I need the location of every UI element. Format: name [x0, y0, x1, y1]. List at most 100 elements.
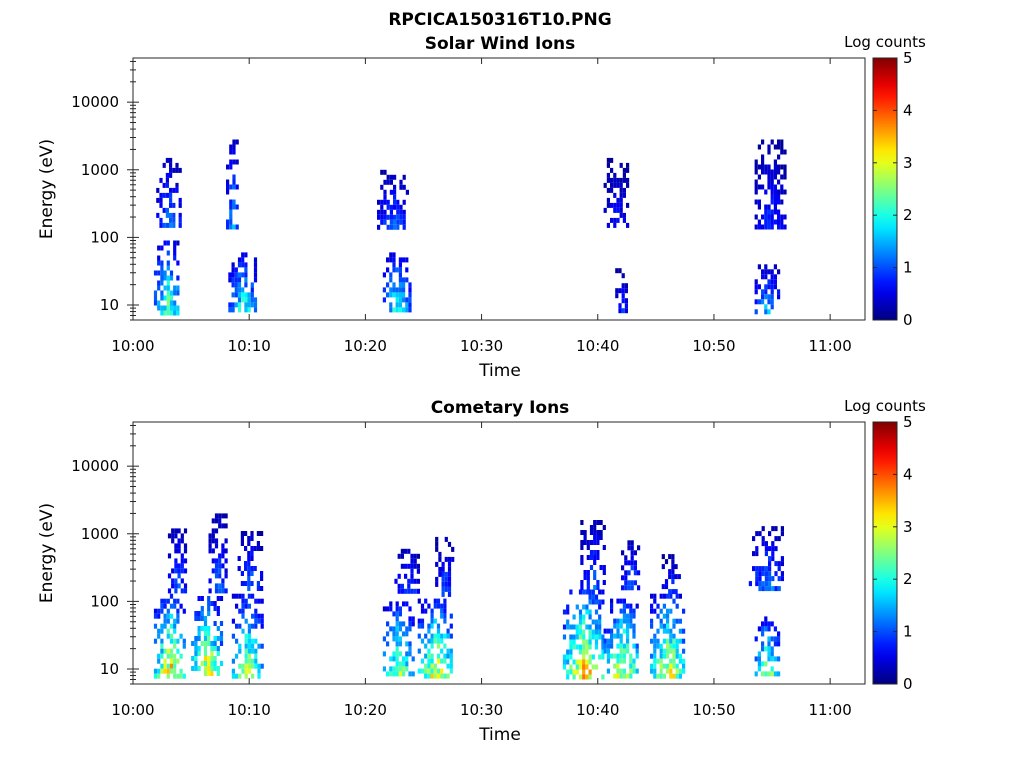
heatmap-cell: [773, 626, 777, 632]
heatmap-cell: [213, 666, 217, 671]
heatmap-cell: [389, 307, 393, 313]
heatmap-cell: [650, 618, 654, 624]
heatmap-cell: [377, 199, 381, 205]
heatmap-cell: [380, 184, 384, 190]
heatmap-cell: [754, 214, 758, 220]
heatmap-cell: [754, 224, 758, 230]
heatmap-cell: [616, 668, 620, 674]
heatmap-cell: [176, 305, 180, 311]
heatmap-cell: [572, 634, 576, 640]
heatmap-cell: [585, 624, 589, 630]
heatmap-cell: [443, 618, 447, 624]
heatmap-cell: [666, 608, 670, 614]
heatmap-cell: [224, 573, 228, 579]
heatmap-cell: [754, 184, 758, 190]
heatmap-cell: [176, 648, 180, 654]
heatmap-cell: [622, 217, 626, 223]
heatmap-cell: [770, 671, 774, 677]
heatmap-cell: [234, 277, 238, 283]
y-tick-label: 100: [90, 228, 119, 246]
heatmap-cell: [569, 639, 573, 645]
heatmap-cell: [666, 643, 670, 649]
heatmap-cell: [582, 619, 586, 625]
heatmap-cell: [606, 202, 610, 208]
heatmap-cell: [662, 648, 666, 654]
heatmap-cell: [627, 540, 631, 546]
heatmap-cell: [396, 214, 400, 220]
heatmap-cell: [176, 673, 180, 679]
heatmap-cell: [582, 649, 586, 655]
heatmap-cell: [253, 257, 258, 263]
heatmap-cell: [398, 651, 402, 657]
heatmap-cell: [764, 646, 768, 652]
heatmap-cell: [235, 224, 239, 230]
heatmap-cell: [440, 603, 444, 609]
heatmap-cell: [194, 666, 198, 671]
heatmap-cell: [395, 307, 399, 313]
heatmap-cell: [672, 658, 676, 664]
heatmap-cell: [393, 174, 397, 180]
heatmap-cell: [400, 588, 404, 594]
heatmap-cell: [165, 212, 169, 218]
heatmap-cell: [586, 555, 590, 560]
heatmap-cell: [398, 661, 402, 667]
heatmap-cell: [399, 179, 403, 185]
heatmap-cell: [240, 536, 244, 541]
heatmap-cell: [171, 568, 175, 574]
heatmap-cell: [773, 184, 777, 190]
heatmap-cell: [757, 144, 761, 150]
heatmap-cell: [447, 541, 452, 547]
heatmap-cell: [247, 623, 251, 629]
heatmap-cell: [210, 661, 214, 666]
heatmap-cell: [251, 658, 255, 664]
heatmap-cell: [656, 613, 660, 619]
heatmap-cell: [228, 277, 232, 283]
heatmap-cell: [250, 571, 254, 576]
heatmap-cell: [593, 535, 597, 540]
heatmap-cell: [635, 653, 639, 659]
heatmap-cell: [174, 533, 178, 539]
heatmap-cell: [671, 559, 675, 565]
heatmap-cell: [619, 618, 623, 624]
heatmap-cell: [240, 581, 244, 586]
heatmap-cell: [214, 518, 219, 524]
heatmap-cell: [402, 287, 406, 293]
heatmap-cell: [589, 530, 594, 535]
heatmap-cell: [606, 157, 610, 163]
heatmap-cell: [616, 628, 620, 634]
heatmap-cell: [159, 192, 163, 198]
heatmap-cell: [770, 184, 774, 190]
heatmap-cell: [163, 240, 167, 246]
heatmap-cell: [630, 550, 634, 556]
heatmap-cell: [764, 189, 768, 195]
heatmap-cell: [754, 309, 758, 315]
heatmap-cell: [682, 668, 686, 674]
heatmap-cell: [580, 560, 584, 565]
heatmap-cell: [773, 641, 777, 647]
heatmap-cell: [440, 648, 444, 654]
heatmap-cell: [575, 644, 579, 650]
heatmap-cell: [586, 545, 590, 550]
heatmap-cell: [588, 639, 592, 645]
heatmap-cell: [433, 618, 437, 624]
heatmap-cell: [619, 643, 623, 649]
heatmap-cell: [578, 589, 583, 595]
heatmap-cell: [231, 282, 235, 288]
heatmap-cell: [416, 563, 420, 569]
heatmap-cell: [210, 601, 214, 606]
heatmap-cell: [566, 649, 570, 655]
heatmap-cell: [166, 673, 170, 679]
heatmap-cell: [405, 277, 409, 283]
heatmap-cell: [232, 179, 236, 185]
heatmap-cell: [257, 618, 261, 624]
heatmap-cell: [207, 641, 211, 646]
heatmap-cell: [447, 561, 452, 567]
heatmap-cell: [601, 654, 605, 660]
heatmap-cell: [191, 666, 195, 671]
heatmap-cell: [407, 588, 411, 594]
heatmap-cell: [754, 189, 758, 195]
heatmap-cell: [408, 287, 412, 293]
heatmap-cell: [662, 628, 666, 634]
heatmap-cell: [582, 629, 586, 635]
heatmap-cell: [216, 666, 220, 671]
